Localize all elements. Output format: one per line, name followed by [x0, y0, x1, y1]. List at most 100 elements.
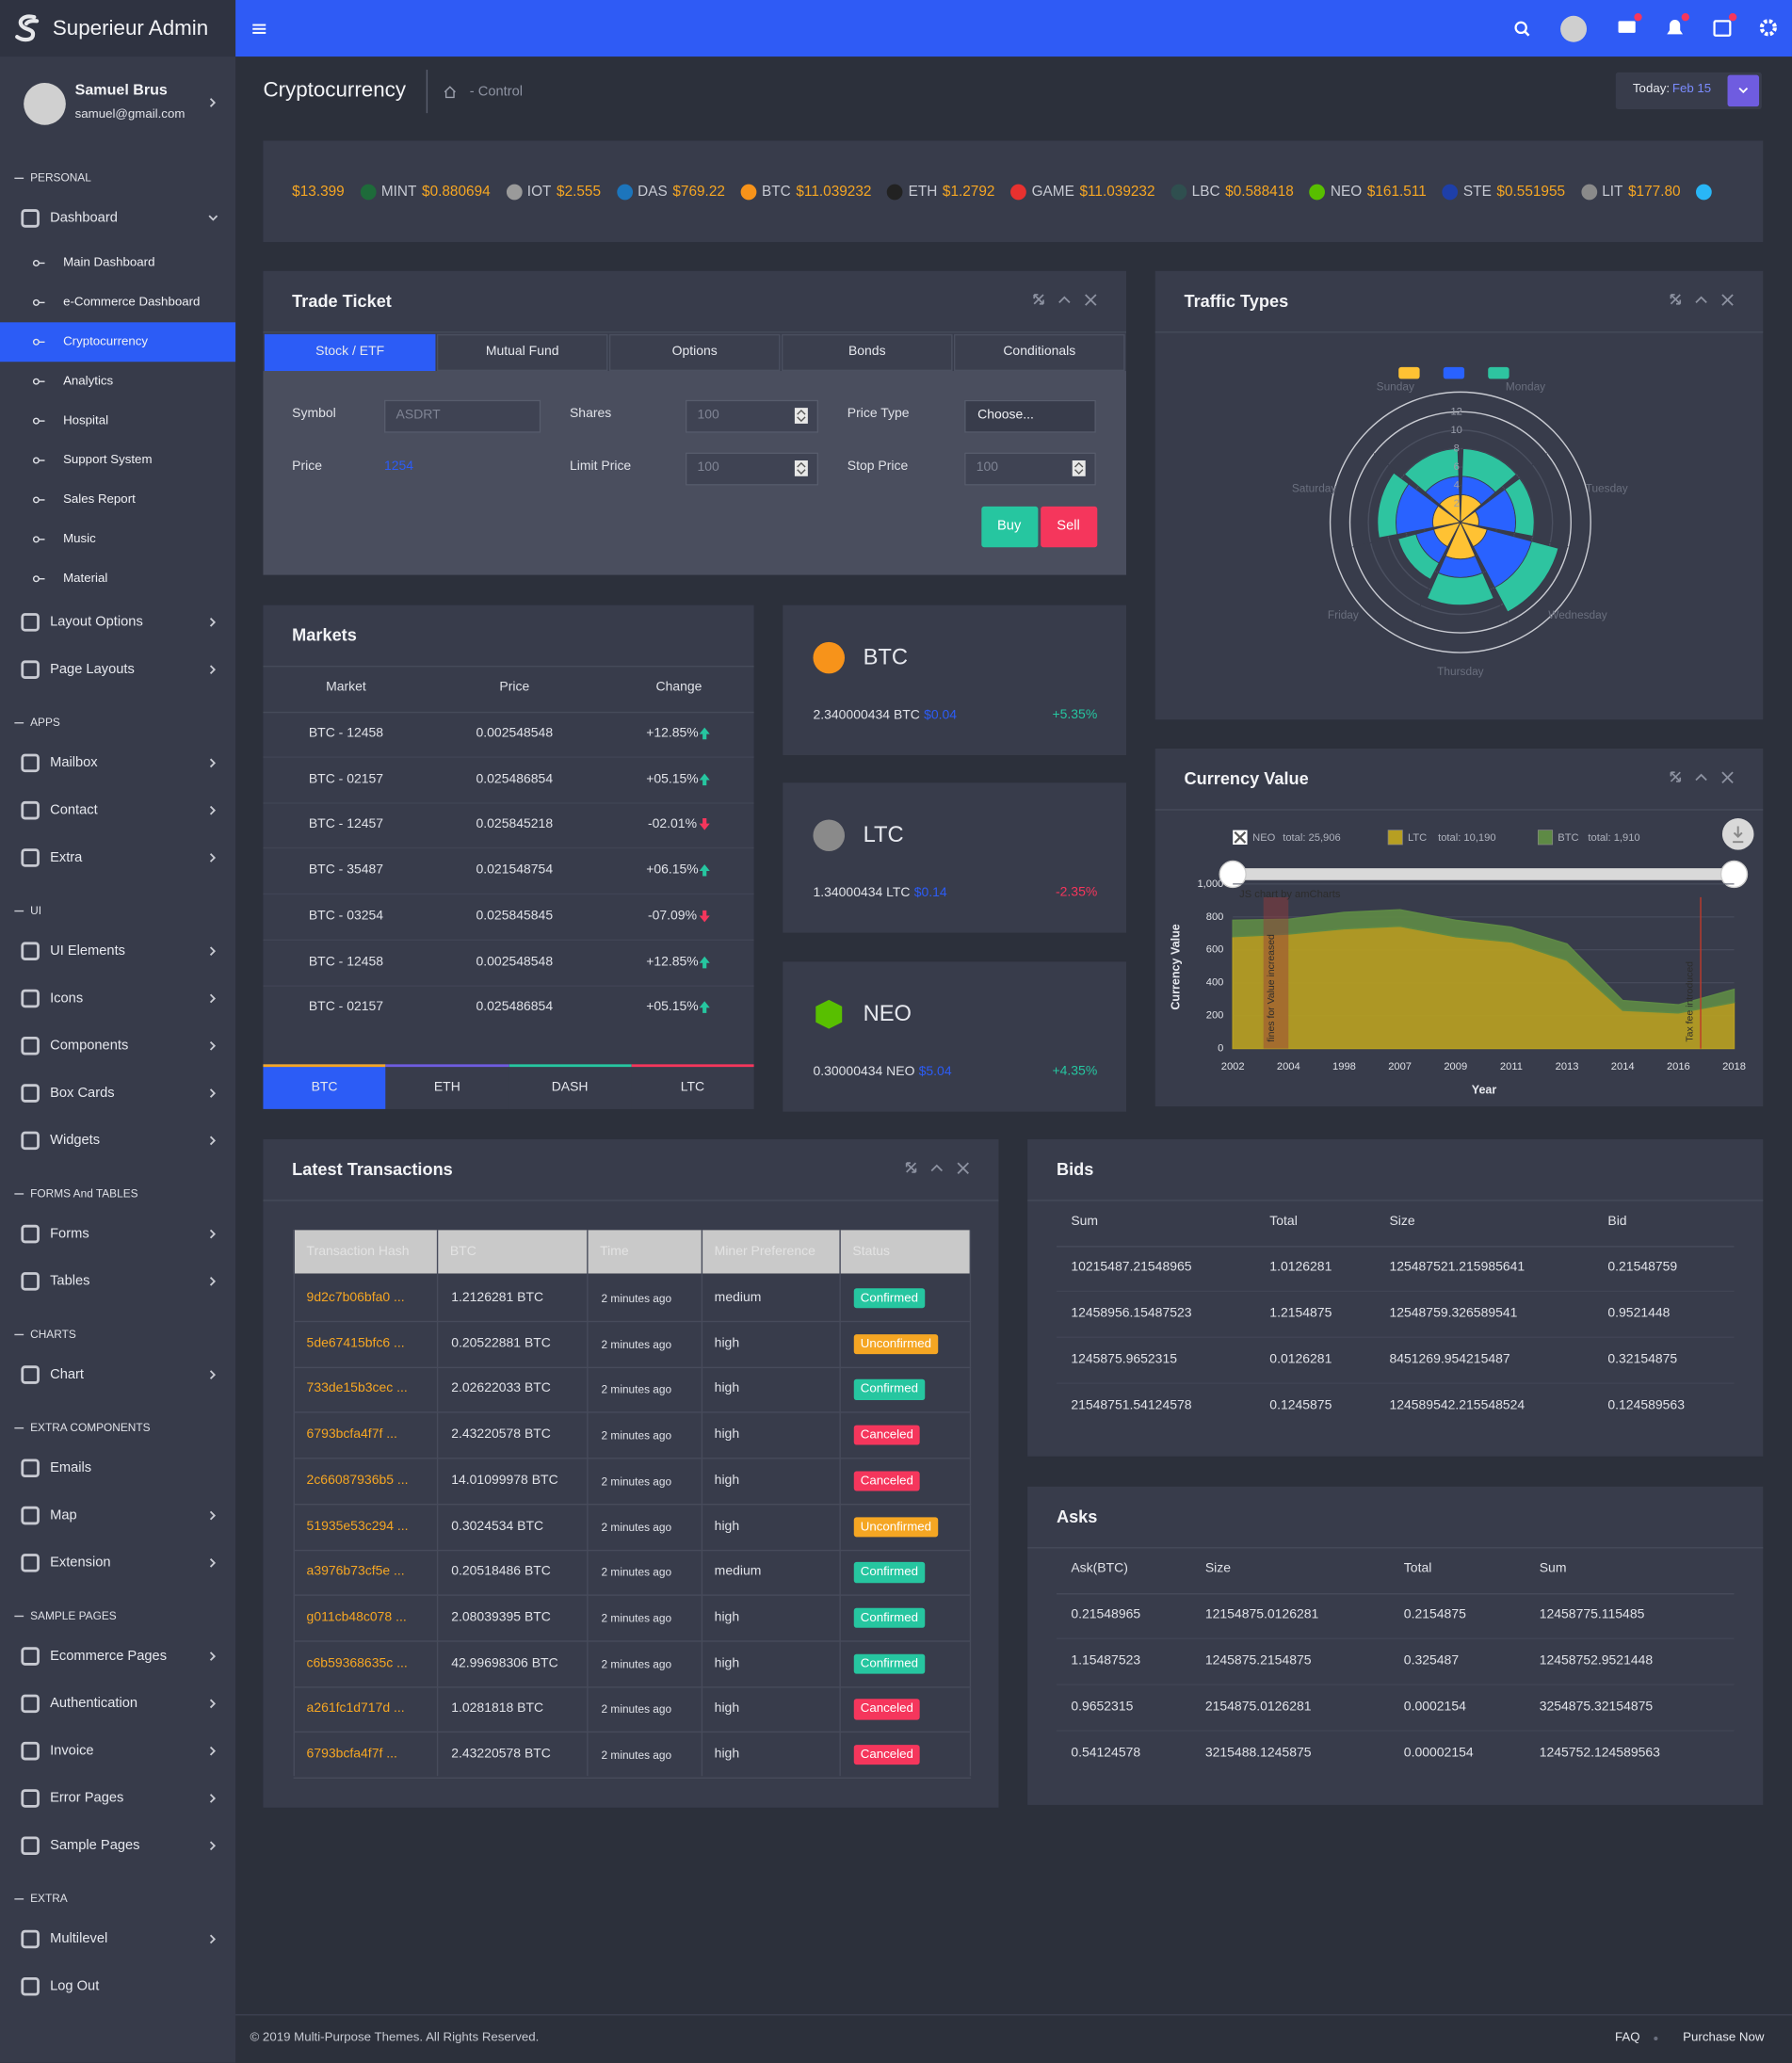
market-tab-label[interactable]: DASH	[551, 1080, 589, 1095]
menu-icon-shape	[21, 660, 40, 679]
card-divider	[1154, 331, 1764, 333]
market-tab-label[interactable]: LTC	[680, 1080, 705, 1095]
menu-item[interactable]: Error Pages	[50, 1790, 124, 1806]
tx-amount: 42.99698306 BTC	[451, 1655, 558, 1670]
tx-hash[interactable]: 6793bcfa4f7f ...	[306, 1747, 397, 1762]
submenu-item[interactable]: Sales Report	[63, 492, 136, 508]
ticker-price: $13.399	[292, 184, 345, 201]
tab[interactable]	[436, 333, 608, 372]
tab[interactable]	[264, 333, 436, 372]
market-tab-label[interactable]: BTC	[311, 1080, 338, 1095]
tab[interactable]	[781, 333, 953, 372]
menu-item[interactable]: Dashboard	[50, 210, 118, 226]
tab[interactable]	[953, 333, 1125, 372]
menu-icon	[21, 753, 40, 773]
menu-icon-shape	[21, 753, 40, 773]
card-controls	[1670, 771, 1734, 783]
menu-item[interactable]: Map	[50, 1507, 77, 1523]
select-box[interactable]	[964, 399, 1096, 433]
menu-item[interactable]: Icons	[50, 990, 84, 1007]
submenu-item[interactable]: Support System	[63, 453, 153, 468]
submenu-icon	[32, 338, 45, 346]
menu-item[interactable]: Forms	[50, 1225, 89, 1242]
menu-item[interactable]: Chart	[50, 1366, 84, 1383]
tx-hash[interactable]: a3976b73cf5e ...	[306, 1564, 405, 1579]
submenu-item[interactable]: e-Commerce Dashboard	[63, 295, 201, 310]
market-cell: +06.15%	[646, 862, 699, 878]
input-box[interactable]	[383, 399, 541, 433]
section-dash	[14, 176, 24, 179]
sell-label[interactable]: Sell	[1057, 518, 1080, 534]
tx-hash[interactable]: c6b59368635c ...	[306, 1655, 408, 1670]
menu-item[interactable]: Components	[50, 1037, 129, 1054]
y-tick-label: 1,000	[1197, 878, 1223, 890]
footer-link[interactable]: FAQ	[1615, 2030, 1640, 2045]
buy-button[interactable]	[981, 506, 1039, 548]
menu-item[interactable]: Layout Options	[50, 614, 143, 630]
tx-hash[interactable]: 2c66087936b5 ...	[306, 1473, 409, 1488]
submenu-item[interactable]: Main Dashboard	[63, 255, 155, 270]
market-tab[interactable]	[263, 1064, 386, 1109]
table-border	[293, 1230, 295, 1776]
menu-item[interactable]: Page Layouts	[50, 661, 135, 678]
date-button[interactable]	[1727, 74, 1760, 107]
market-tab-label[interactable]: ETH	[433, 1080, 460, 1095]
menu-item[interactable]: Contact	[50, 801, 98, 818]
menu-item[interactable]: Authentication	[50, 1695, 138, 1712]
submenu-item[interactable]: Cryptocurrency	[63, 334, 149, 349]
menu-item[interactable]: Box Cards	[50, 1085, 115, 1102]
menu-item[interactable]: Multilevel	[50, 1930, 108, 1947]
menu-item[interactable]: Extension	[50, 1555, 111, 1571]
today-value: Feb 15	[1671, 82, 1712, 97]
card-controls	[1670, 294, 1734, 306]
notify-dot	[1728, 12, 1737, 22]
tx-hash[interactable]: 6793bcfa4f7f ...	[306, 1427, 397, 1442]
tab-label[interactable]: Conditionals	[1003, 345, 1076, 360]
menu-item[interactable]: Extra	[50, 849, 83, 865]
menu-item[interactable]: Tables	[50, 1273, 90, 1289]
market-cell: BTC - 35487	[308, 862, 384, 878]
menu-item[interactable]: Emails	[50, 1459, 92, 1476]
submenu-item[interactable]: Material	[63, 571, 108, 587]
menu-item[interactable]: UI Elements	[50, 943, 125, 959]
coin-icon	[887, 184, 903, 201]
submenu-item[interactable]: Hospital	[63, 413, 109, 428]
tab-label[interactable]: Stock / ETF	[315, 345, 385, 360]
coin-card	[783, 604, 1127, 755]
tx-hash[interactable]: 5de67415bfc6 ...	[306, 1336, 405, 1351]
y-axis-title: Currency Value	[1169, 924, 1182, 1009]
market-tab[interactable]	[385, 1064, 509, 1109]
tx-hash[interactable]: 51935e53c294 ...	[306, 1519, 409, 1534]
header-separator	[426, 70, 428, 114]
menu-item[interactable]: Log Out	[50, 1977, 100, 1994]
submenu-item[interactable]: Music	[63, 531, 96, 547]
tx-time: 2 minutes ago	[601, 1520, 672, 1534]
tab-label[interactable]: Mutual Fund	[485, 345, 559, 360]
sell-button[interactable]	[1041, 506, 1098, 548]
row-divider	[293, 1320, 972, 1323]
market-cell: 0.025486854	[476, 771, 554, 787]
expand-icon	[1670, 771, 1682, 782]
tx-hash[interactable]: g011cb48c078 ...	[306, 1610, 407, 1625]
buy-label[interactable]: Buy	[997, 518, 1022, 534]
market-tab[interactable]	[509, 1064, 632, 1109]
menu-item[interactable]: Mailbox	[50, 754, 98, 771]
menu-item[interactable]: Invoice	[50, 1742, 94, 1759]
tab[interactable]	[608, 333, 781, 372]
book-cell: 3254875.32154875	[1539, 1700, 1654, 1715]
tab-label[interactable]: Options	[671, 345, 718, 360]
spoke	[1352, 522, 1461, 548]
submenu-item[interactable]: Analytics	[63, 374, 114, 389]
footer-link[interactable]: Purchase Now	[1683, 2030, 1765, 2045]
tab-label[interactable]: Bonds	[848, 345, 886, 360]
menu-item[interactable]: Widgets	[50, 1132, 101, 1149]
market-tab[interactable]	[631, 1064, 754, 1109]
tx-time: 2 minutes ago	[601, 1748, 672, 1762]
ticker-symbol: STE	[1462, 184, 1492, 201]
menu-item[interactable]: Sample Pages	[50, 1837, 140, 1854]
tx-hash[interactable]: 9d2c7b06bfa0 ...	[306, 1290, 405, 1306]
tx-hash[interactable]: a261fc1d717d ...	[306, 1700, 405, 1716]
coin-shape	[813, 641, 846, 674]
menu-item[interactable]: Ecommerce Pages	[50, 1648, 168, 1665]
tx-hash[interactable]: 733de15b3cec ...	[306, 1381, 408, 1396]
